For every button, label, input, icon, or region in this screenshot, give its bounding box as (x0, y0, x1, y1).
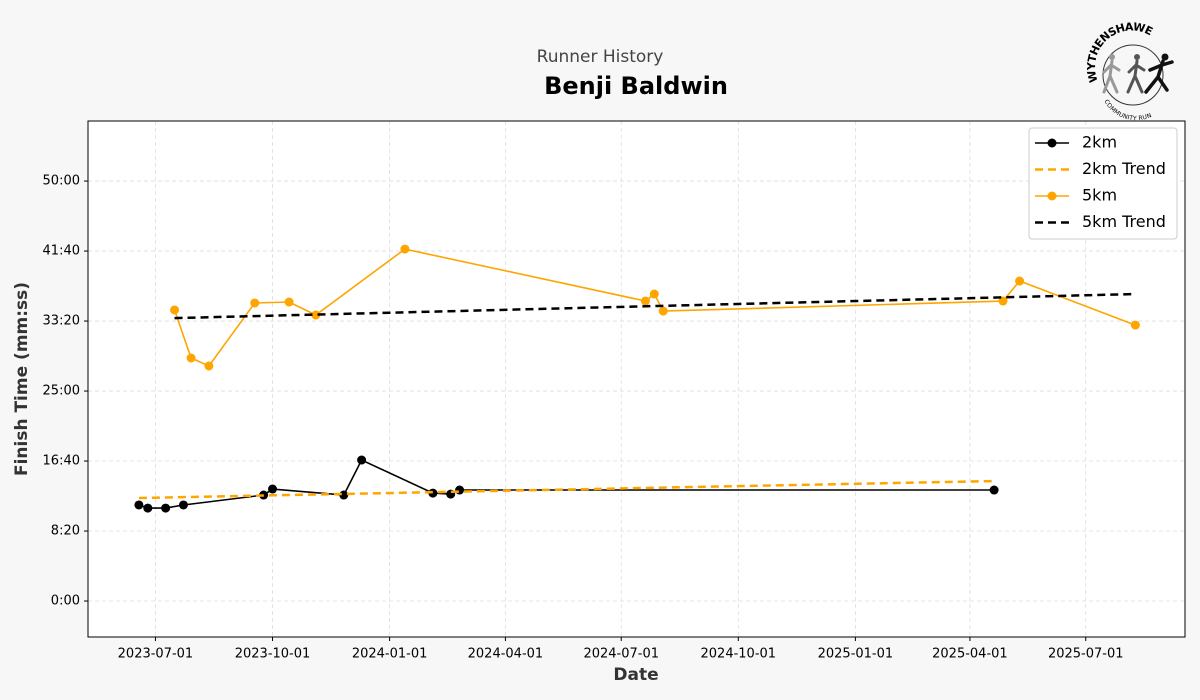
x-tick-label: 2024-10-01 (701, 647, 777, 662)
y-axis-label: Finish Time (mm:ss) (12, 282, 32, 476)
y-tick-label: 41:40 (43, 244, 80, 259)
x-tick-label: 2024-01-01 (352, 647, 428, 662)
x-tick-label: 2023-10-01 (235, 647, 311, 662)
data-point (161, 503, 171, 513)
data-point (649, 289, 659, 299)
x-axis-label: Date (613, 665, 658, 685)
data-point (357, 455, 367, 465)
x-tick-label: 2024-07-01 (583, 647, 659, 662)
y-tick-label: 25:00 (43, 384, 80, 399)
logo-ring (1102, 44, 1164, 106)
data-point (640, 296, 650, 306)
legend-label: 5km (1082, 186, 1117, 205)
data-point (204, 361, 214, 371)
trend-line (174, 292, 1136, 320)
data-point (311, 310, 321, 320)
data-point (658, 306, 668, 316)
y-tick-label: 8:20 (51, 524, 80, 539)
legend-label: 2km Trend (1082, 159, 1166, 178)
plot-frame (87, 120, 1186, 638)
logo-runners (1102, 53, 1174, 94)
y-tick-label: 0:00 (51, 594, 80, 609)
y-tick-label: 50:00 (43, 174, 80, 189)
legend: 2km 2km Trend 5km 5km Trend (1028, 127, 1178, 240)
x-tick-label: 2025-07-01 (1048, 647, 1124, 662)
data-point (250, 298, 260, 308)
data-point (268, 484, 278, 494)
data-point (989, 485, 999, 495)
chart-title: Benji Baldwin (544, 72, 728, 100)
data-point (998, 296, 1008, 306)
data-point (178, 500, 188, 510)
x-tick-label: 2025-04-01 (932, 647, 1008, 662)
legend-marker (1047, 138, 1057, 148)
data-point (1130, 320, 1140, 330)
x-tick-label: 2024-04-01 (468, 647, 544, 662)
plot-area (88, 121, 1185, 637)
data-point (170, 305, 180, 315)
data-point (428, 488, 438, 498)
y-tick-label: 33:20 (43, 314, 80, 329)
chart-supertitle: Runner History (537, 47, 664, 67)
data-point (400, 244, 410, 254)
data-point (455, 485, 465, 495)
data-point (134, 500, 144, 510)
legend-marker (1047, 191, 1057, 201)
y-tick-label: 16:40 (43, 454, 80, 469)
data-point (186, 353, 196, 363)
data-point (143, 503, 153, 513)
x-tick-label: 2023-07-01 (118, 647, 194, 662)
data-point (284, 297, 294, 307)
x-tick-label: 2025-01-01 (818, 647, 894, 662)
legend-box (1028, 127, 1178, 240)
legend-label: 2km (1082, 133, 1117, 152)
data-point (1015, 276, 1025, 286)
legend-label: 5km Trend (1082, 212, 1166, 231)
